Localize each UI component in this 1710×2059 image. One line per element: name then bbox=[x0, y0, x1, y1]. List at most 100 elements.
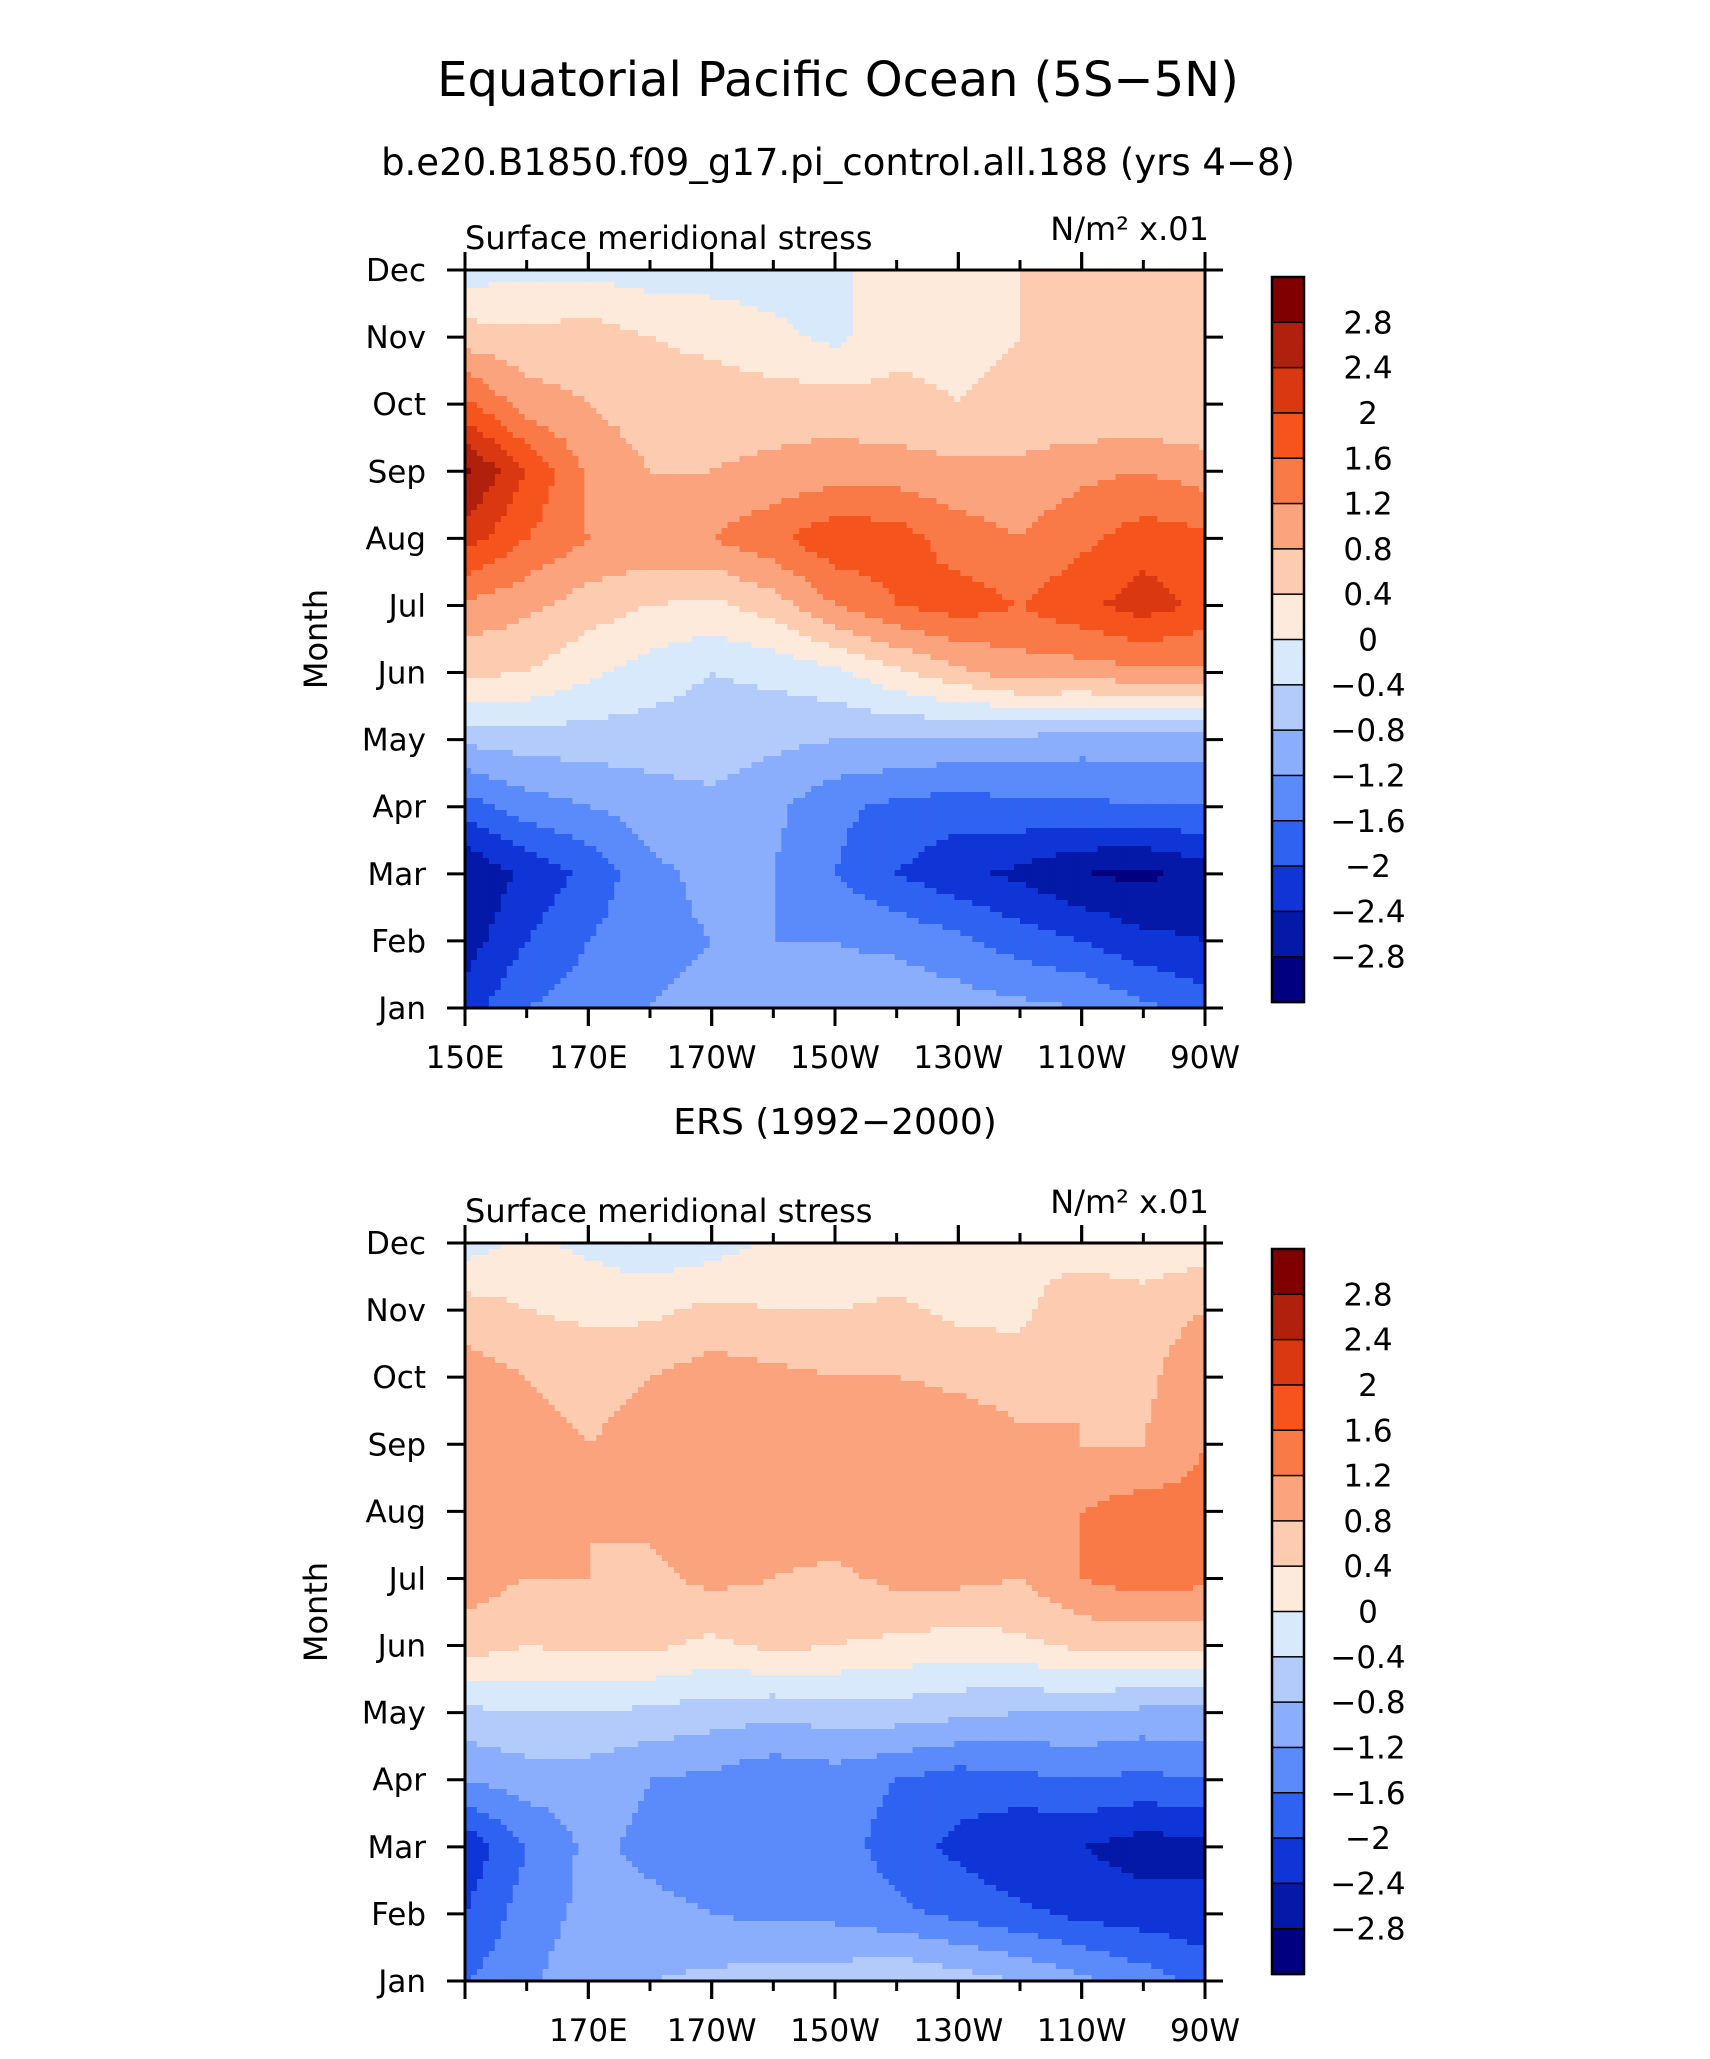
colorbar-swatch bbox=[1272, 1657, 1304, 1703]
x-tick-label: 110W bbox=[1037, 1040, 1127, 1076]
colorbar-label: −0.4 bbox=[1330, 668, 1405, 704]
colorbar-label: −1.6 bbox=[1330, 1776, 1405, 1812]
colorbar-swatch bbox=[1272, 1929, 1304, 1975]
colorbar-swatch bbox=[1272, 1793, 1304, 1839]
y-axis-label: Month bbox=[297, 1562, 335, 1662]
colorbar-swatch bbox=[1272, 775, 1304, 821]
y-tick-label: Oct bbox=[372, 387, 426, 423]
colorbar-label: 2.4 bbox=[1343, 351, 1392, 387]
y-tick-label: Jan bbox=[376, 1964, 426, 2000]
colorbar-swatch bbox=[1272, 1340, 1304, 1386]
colorbar-swatch bbox=[1272, 730, 1304, 776]
colorbar-swatch bbox=[1272, 957, 1304, 1003]
x-tick-label: 170E bbox=[549, 1040, 628, 1076]
colorbar-label: −2.8 bbox=[1330, 1912, 1405, 1948]
y-tick-label: Aug bbox=[365, 1494, 426, 1530]
colorbar-swatch bbox=[1272, 640, 1304, 686]
units-label: N/m² x.01 bbox=[1050, 1183, 1209, 1221]
colorbar-label: 0.4 bbox=[1343, 1549, 1392, 1585]
y-tick-label: Dec bbox=[366, 1226, 426, 1262]
x-tick-label: 130W bbox=[913, 2013, 1003, 2049]
colorbar-swatch bbox=[1272, 821, 1304, 867]
y-tick-label: Feb bbox=[371, 924, 426, 960]
y-tick-label: Aug bbox=[365, 521, 426, 557]
colorbar-swatch bbox=[1272, 866, 1304, 912]
panel-title: ERS (1992−2000) bbox=[673, 1102, 997, 1143]
colorbar-label: 1.2 bbox=[1343, 1459, 1392, 1495]
colorbar-swatch bbox=[1272, 1747, 1304, 1793]
colorbar-label: 0.8 bbox=[1343, 532, 1392, 568]
y-tick-label: Oct bbox=[372, 1360, 426, 1396]
colorbar-swatch bbox=[1272, 1566, 1304, 1612]
y-tick-label: Mar bbox=[368, 1830, 427, 1866]
colorbar-label: −2 bbox=[1345, 1821, 1391, 1857]
colorbar-swatch bbox=[1272, 1476, 1304, 1522]
colorbar-label: −0.4 bbox=[1330, 1640, 1405, 1676]
colorbar-label: 0.8 bbox=[1343, 1504, 1392, 1540]
y-tick-label: Sep bbox=[368, 1427, 426, 1463]
colorbar-label: 2 bbox=[1358, 396, 1378, 432]
colorbar-swatch bbox=[1272, 322, 1304, 368]
y-tick-label: May bbox=[362, 1696, 426, 1732]
colorbar-swatch bbox=[1272, 1430, 1304, 1476]
x-tick-label: 130W bbox=[913, 1040, 1003, 1076]
colorbar-label: 2 bbox=[1358, 1368, 1378, 1404]
x-tick-label: 150E bbox=[426, 1040, 505, 1076]
colorbar-swatch bbox=[1272, 594, 1304, 640]
x-tick-label: 110W bbox=[1037, 2013, 1127, 2049]
y-tick-label: Jun bbox=[376, 656, 426, 692]
x-tick-label: 90W bbox=[1170, 2013, 1240, 2049]
colorbar-swatch bbox=[1272, 413, 1304, 459]
y-tick-label: Jan bbox=[376, 991, 426, 1027]
colorbar-label: −2.4 bbox=[1330, 1866, 1405, 1902]
colorbar-swatch bbox=[1272, 1883, 1304, 1929]
y-tick-label: Apr bbox=[372, 1763, 426, 1799]
colorbar-label: −1.2 bbox=[1330, 1730, 1405, 1766]
x-tick-label: 150W bbox=[790, 1040, 880, 1076]
colorbar-label: −0.8 bbox=[1330, 713, 1405, 749]
contour-field bbox=[465, 270, 1206, 1009]
colorbar-swatch bbox=[1272, 1702, 1304, 1748]
variable-label: Surface meridional stress bbox=[465, 219, 872, 257]
figure-subtitle: b.e20.B1850.f09_g17.pi_control.all.188 (… bbox=[381, 141, 1295, 184]
colorbar-swatch bbox=[1272, 368, 1304, 414]
y-tick-label: Apr bbox=[372, 790, 426, 826]
colorbar-label: 2.8 bbox=[1343, 1277, 1392, 1313]
x-tick-label: 170E bbox=[549, 2013, 628, 2049]
y-tick-label: Nov bbox=[365, 1293, 426, 1329]
colorbar: 2.82.421.61.20.80.40−0.4−0.8−1.2−1.6−2−2… bbox=[1272, 1249, 1406, 1975]
colorbar-swatch bbox=[1272, 277, 1304, 323]
model-panel: Surface meridional stress N/m² x.01MonthJ… bbox=[297, 210, 1406, 1076]
y-tick-label: Sep bbox=[368, 454, 426, 490]
contour-field bbox=[465, 1243, 1206, 1982]
figure-title: Equatorial Pacific Ocean (5S−5N) bbox=[437, 52, 1239, 108]
y-tick-label: Jun bbox=[376, 1629, 426, 1665]
colorbar-label: 0 bbox=[1358, 623, 1378, 659]
colorbar-label: −2.4 bbox=[1330, 894, 1405, 930]
x-tick-label: 170W bbox=[667, 1040, 757, 1076]
colorbar-swatch bbox=[1272, 1249, 1304, 1295]
colorbar-label: −1.6 bbox=[1330, 804, 1405, 840]
colorbar-label: 0.4 bbox=[1343, 577, 1392, 613]
y-tick-label: Dec bbox=[366, 253, 426, 289]
colorbar-swatch bbox=[1272, 911, 1304, 957]
y-tick-label: Mar bbox=[368, 857, 427, 893]
colorbar-label: 2.4 bbox=[1343, 1323, 1392, 1359]
y-tick-label: Jul bbox=[387, 588, 426, 624]
colorbar-swatch bbox=[1272, 549, 1304, 595]
colorbar-label: 2.8 bbox=[1343, 305, 1392, 341]
colorbar-swatch bbox=[1272, 458, 1304, 504]
colorbar-swatch bbox=[1272, 1838, 1304, 1884]
variable-label: Surface meridional stress bbox=[465, 1192, 872, 1230]
colorbar-label: −1.2 bbox=[1330, 758, 1405, 794]
y-tick-label: Jul bbox=[387, 1561, 426, 1597]
colorbar-label: 1.6 bbox=[1343, 441, 1392, 477]
y-tick-label: Nov bbox=[365, 320, 426, 356]
colorbar-label: 1.6 bbox=[1343, 1413, 1392, 1449]
y-axis-label: Month bbox=[297, 589, 335, 689]
x-tick-label: 150W bbox=[790, 2013, 880, 2049]
ers-panel: ERS (1992−2000) Surface meridional stress… bbox=[297, 1102, 1406, 2049]
colorbar-label: 1.2 bbox=[1343, 487, 1392, 523]
colorbar: 2.8 2.4 2 1.6 1.2 0.8 0.4 0 −0.4 −0.8 −1.2 −1.6 −2 −2… bbox=[1272, 277, 1406, 1003]
colorbar-label: −2 bbox=[1345, 849, 1391, 885]
